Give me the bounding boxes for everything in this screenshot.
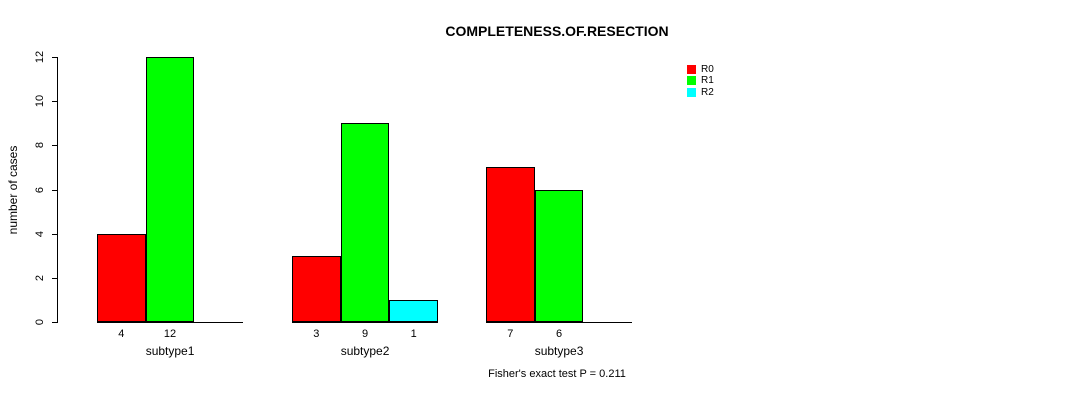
y-tick: [52, 145, 57, 147]
bar-R2-subtype2: [389, 299, 439, 322]
legend-label-R1: R1: [701, 75, 714, 87]
x-axis-baseline: [97, 322, 244, 323]
y-tick: [52, 189, 57, 191]
bar-value-label: 3: [313, 328, 320, 340]
bar-R0-subtype1: [97, 233, 146, 322]
bar-value-label: 7: [507, 328, 514, 340]
legend-label-R0: R0: [701, 63, 714, 75]
bar-R1-subtype1: [145, 57, 195, 322]
legend-swatch-R2: [687, 87, 696, 97]
bar-value-label: 12: [163, 328, 177, 340]
category-label: subtype2: [340, 344, 390, 358]
y-tick: [52, 57, 57, 58]
bar-value-label: 1: [410, 328, 417, 340]
y-tick: [52, 233, 57, 235]
y-tick: [52, 322, 57, 323]
x-axis-baseline: [292, 322, 439, 323]
y-tick: [52, 101, 57, 103]
annotation-text: Fisher's exact test P = 0.211: [488, 368, 626, 380]
bar-R1-subtype3: [534, 189, 584, 322]
bar-value-label: 4: [118, 328, 125, 340]
legend-swatch-R1: [687, 76, 696, 86]
category-label: subtype1: [145, 344, 195, 358]
x-axis-baseline: [486, 322, 633, 323]
bar-R1-subtype2: [340, 123, 390, 322]
bar-R0-subtype2: [292, 255, 341, 322]
bar-R0-subtype3: [486, 167, 535, 322]
y-tick: [52, 277, 57, 279]
category-label: subtype3: [534, 344, 584, 358]
chart-title: COMPLETENESS.OF.RESECTION: [445, 23, 669, 39]
legend-label-R2: R2: [701, 86, 714, 98]
y-axis-line: [57, 57, 58, 323]
bar-value-label: 6: [555, 328, 563, 340]
legend-swatch-R0: [687, 64, 696, 74]
bar-value-label: 9: [361, 328, 369, 340]
